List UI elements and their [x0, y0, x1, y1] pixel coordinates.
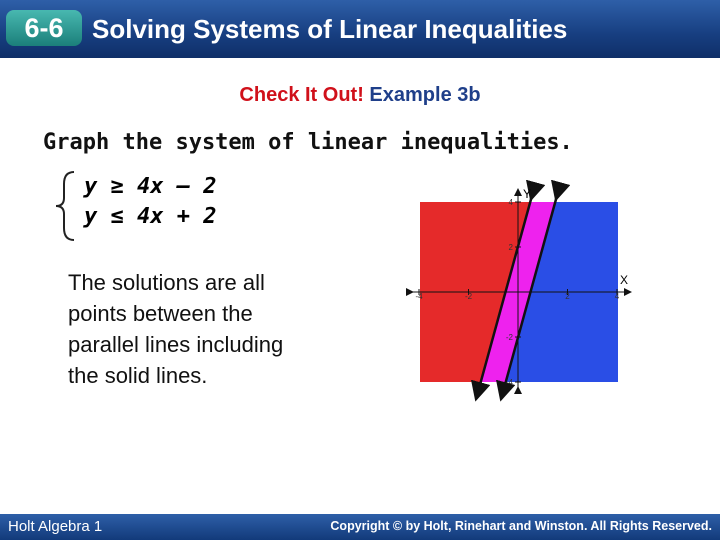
x-axis-label: X	[620, 273, 628, 287]
y-tick-label: -2	[506, 333, 514, 342]
lesson-badge: 6-6	[6, 10, 82, 46]
header-bar	[0, 0, 720, 58]
check-it-out: Check It Out!	[239, 84, 364, 106]
instruction: Graph the system of linear inequalities.	[43, 130, 573, 155]
copyright: Copyright © by Holt, Rinehart and Winsto…	[330, 519, 712, 533]
slide-title: Solving Systems of Linear Inequalities	[92, 14, 568, 44]
explanation-line: the solid lines.	[68, 363, 208, 388]
y-tick-label: 2	[509, 243, 514, 252]
inequality: y ≤ 4x + 2	[84, 204, 217, 229]
y-axis-label: Y	[523, 187, 531, 201]
inequality: y ≥ 4x – 2	[84, 174, 217, 199]
x-tick-label: 4	[615, 292, 620, 301]
example-label: Example 3b	[369, 84, 481, 106]
x-tick-label: 2	[565, 292, 570, 301]
x-tick-label: -4	[415, 292, 423, 301]
x-tick-label: -2	[465, 292, 473, 301]
graph: X Y -4 -2 2 4 4 2 -2 -4	[406, 179, 632, 402]
subtitle: Check It Out! Example 3b	[0, 84, 720, 107]
explanation-line: points between the	[68, 301, 253, 326]
explanation-line: The solutions are all	[68, 270, 265, 295]
boundary-line	[496, 179, 571, 402]
brace	[55, 171, 75, 241]
book-title: Holt Algebra 1	[8, 518, 103, 535]
footer-bar	[0, 514, 720, 540]
y-tick-label: -4	[506, 378, 514, 387]
explanation-line: parallel lines including	[68, 332, 284, 357]
y-tick-label: 4	[509, 198, 514, 207]
